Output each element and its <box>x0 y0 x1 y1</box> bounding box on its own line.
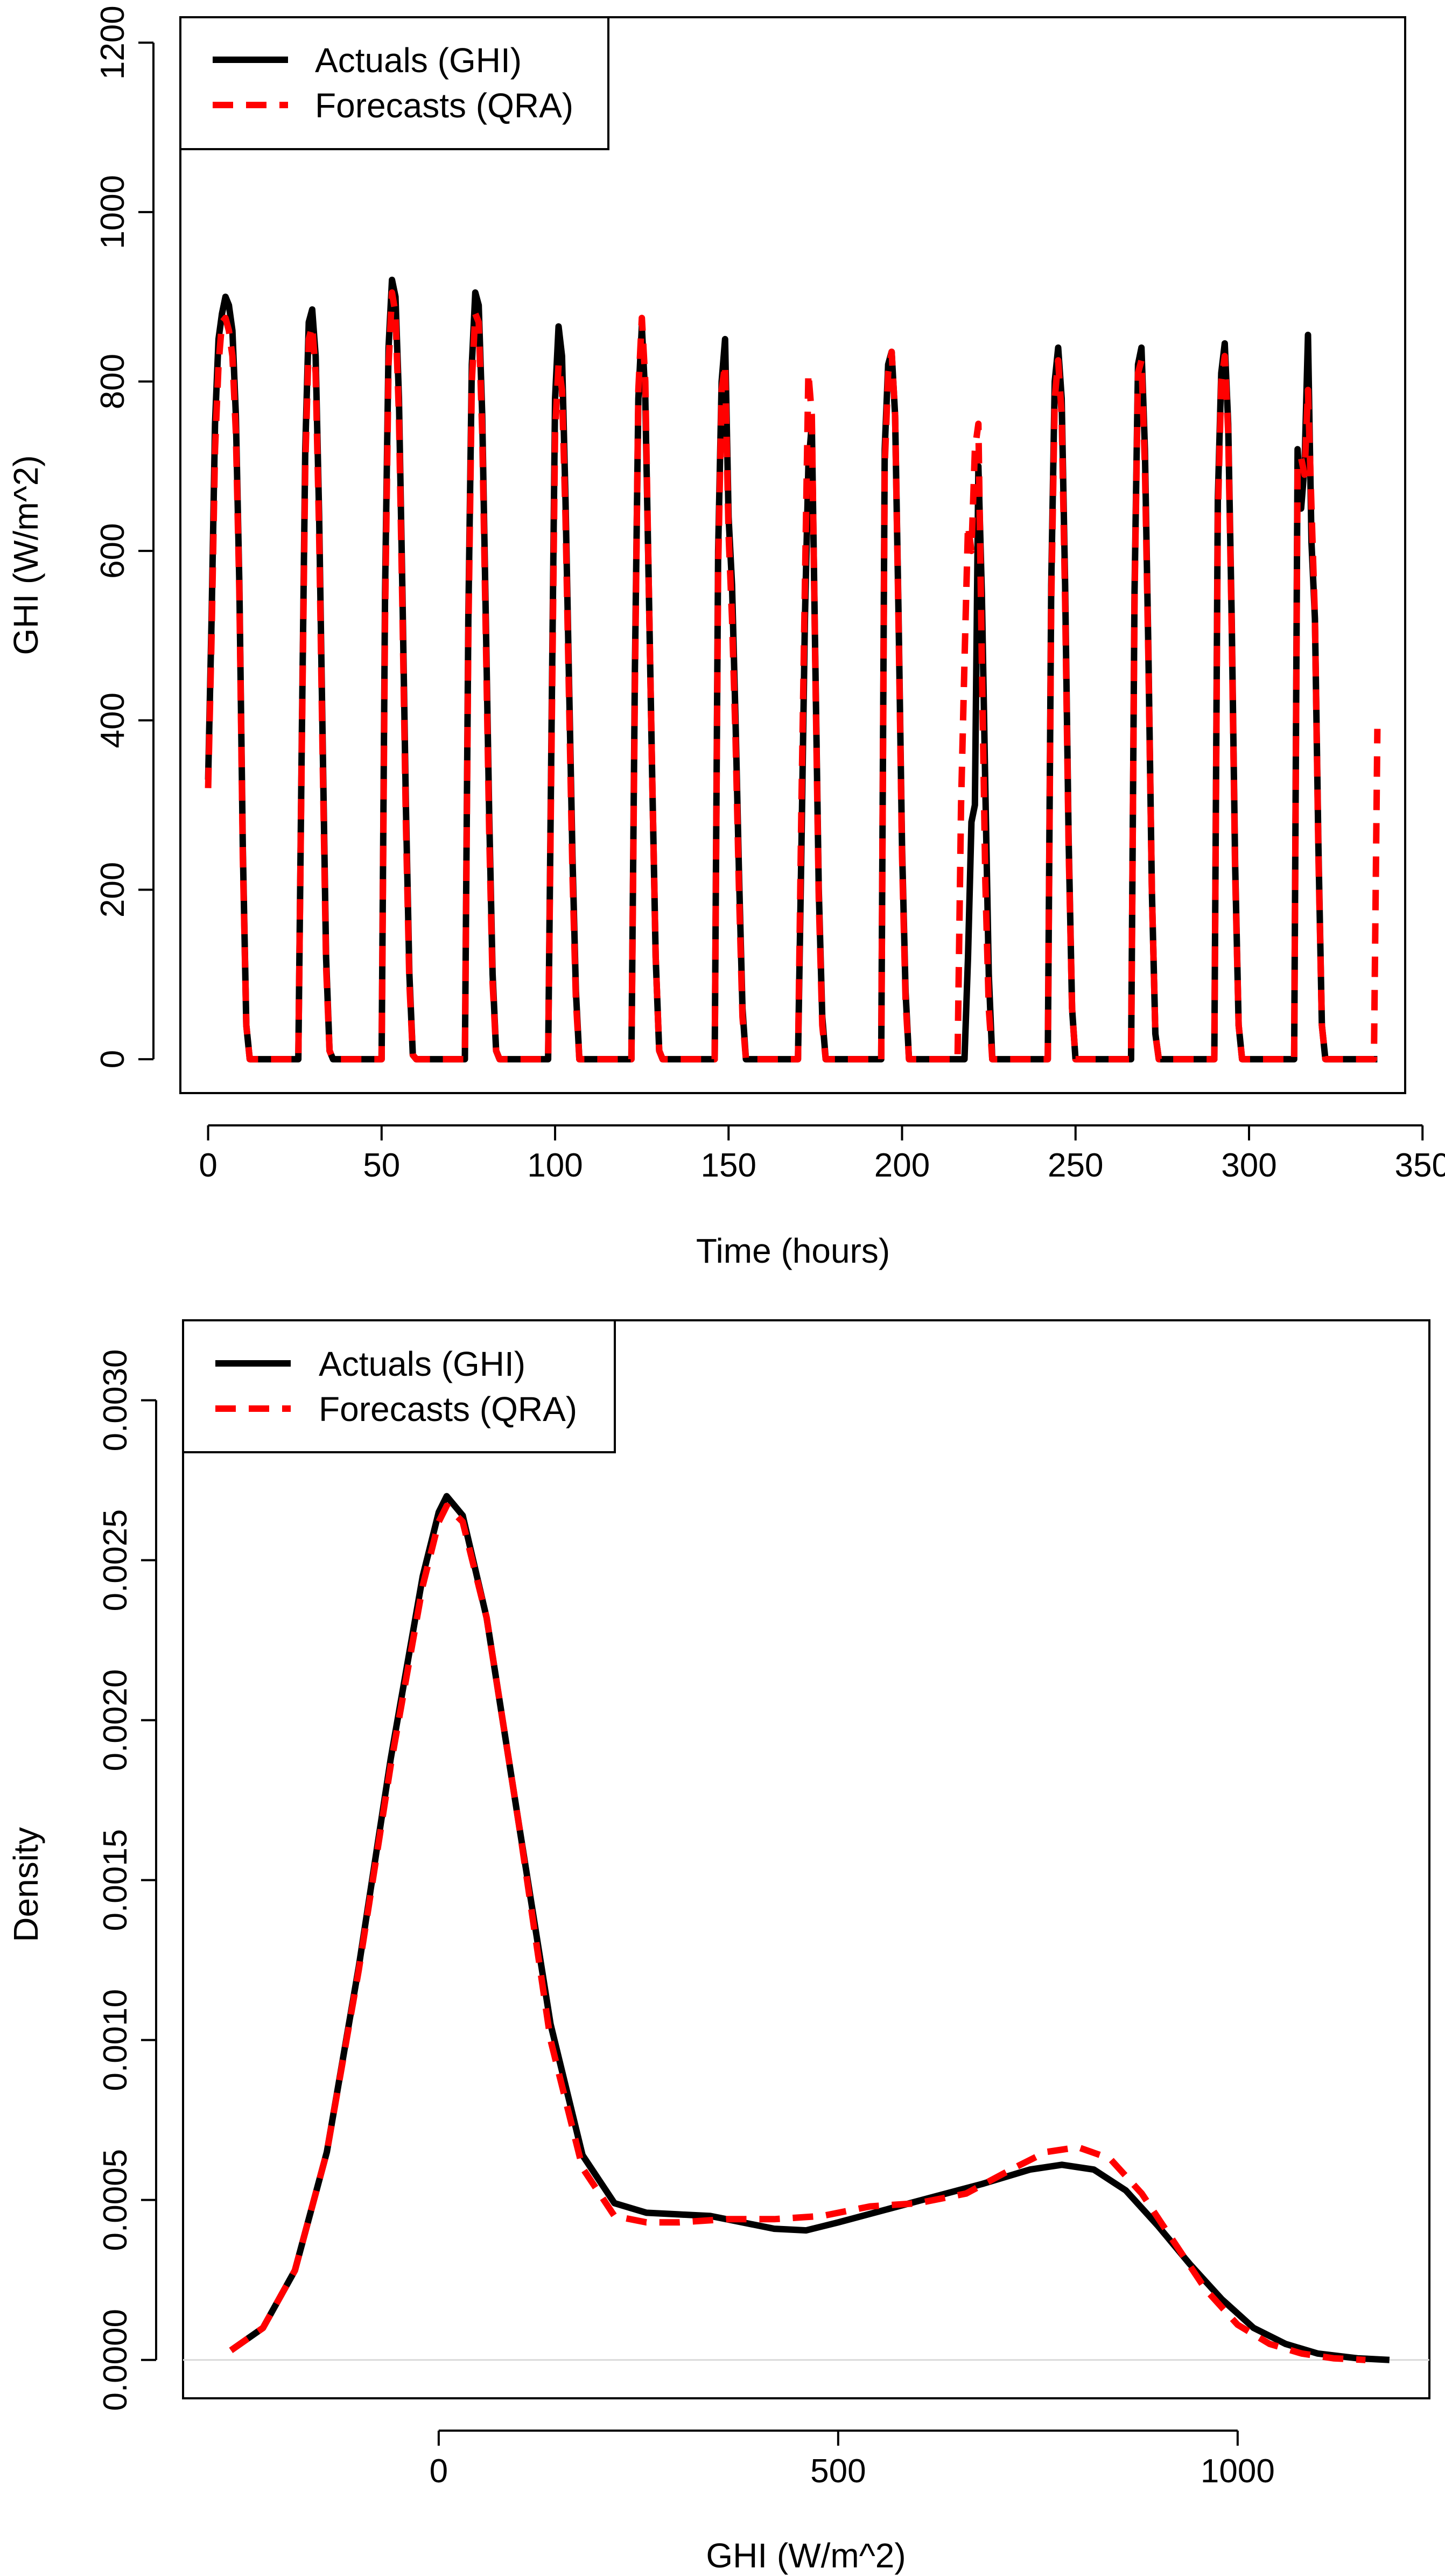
timeseries-y-axis-title: GHI (W/m^2) <box>6 455 45 655</box>
density-x-tick-label: 500 <box>810 2453 866 2490</box>
density-y-axis-title: Density <box>6 1827 45 1942</box>
timeseries-forecasts-line <box>205 289 1381 1063</box>
timeseries-x-tick-label: 200 <box>874 1147 930 1184</box>
timeseries-legend-box <box>179 16 609 150</box>
timeseries-plot-frame <box>179 16 1406 1094</box>
density-y-tick-label: 0.0020 <box>97 1669 134 1772</box>
timeseries-x-axis-title: Time (hours) <box>696 1231 890 1270</box>
density-y-tick-label: 0.0005 <box>97 2149 134 2251</box>
density-legend-forecast-label: Forecasts (QRA) <box>319 1390 577 1429</box>
timeseries-y-tick-label: 600 <box>94 523 131 578</box>
timeseries-legend: Actuals (GHI) Forecasts (QRA) <box>179 16 609 150</box>
density-legend-actual-label: Actuals (GHI) <box>319 1345 525 1383</box>
density-legend-box <box>182 1319 616 1453</box>
density-forecasts-line <box>229 1502 1366 2363</box>
timeseries-panel: 0 50 100 150 200 250 300 350 0 200 400 600 800 1000 1… <box>6 5 1445 1270</box>
density-x-tick-label: 1000 <box>1201 2453 1275 2490</box>
density-y-axis: 0.0000 0.0005 0.0010 0.0015 0.0020 0.0025 0.00… <box>97 1349 157 2411</box>
density-plot-frame <box>182 1319 1430 2399</box>
timeseries-y-tick-label: 800 <box>94 354 131 409</box>
timeseries-x-tick-label: 250 <box>1048 1147 1103 1184</box>
density-x-tick-label: 0 <box>430 2453 448 2490</box>
timeseries-x-tick-label: 150 <box>701 1147 756 1184</box>
timeseries-y-tick-label: 200 <box>94 862 131 918</box>
timeseries-x-tick-label: 100 <box>527 1147 583 1184</box>
timeseries-x-tick-label: 300 <box>1221 1147 1276 1184</box>
density-legend: Actuals (GHI) Forecasts (QRA) <box>182 1319 616 1453</box>
density-y-tick-label: 0.0010 <box>97 1989 134 2091</box>
timeseries-y-axis: 0 200 400 600 800 1000 1200 <box>94 5 155 1068</box>
timeseries-y-tick-label: 0 <box>94 1050 131 1068</box>
timeseries-y-tick-label: 1200 <box>94 5 131 80</box>
timeseries-x-tick-label: 0 <box>199 1147 217 1184</box>
timeseries-x-tick-label: 50 <box>363 1147 400 1184</box>
density-series <box>229 1493 1390 2363</box>
timeseries-legend-actual-label: Actuals (GHI) <box>315 41 522 80</box>
timeseries-y-tick-label: 1000 <box>94 175 131 249</box>
timeseries-legend-forecast-label: Forecasts (QRA) <box>315 86 573 125</box>
timeseries-series <box>205 276 1381 1063</box>
timeseries-actuals-line <box>205 276 1378 1063</box>
density-y-tick-label: 0.0030 <box>97 1349 134 1452</box>
density-panel: 0 500 1000 0.00000.00050.00100.00150.00200… <box>6 1319 1430 2575</box>
density-y-tick-label: 0.0000 <box>97 2309 134 2411</box>
density-x-axis: 0 500 1000 <box>430 2430 1275 2490</box>
density-x-axis-title: GHI (W/m^2) <box>706 2536 906 2575</box>
density-actuals-line <box>229 1493 1390 2363</box>
density-y-tick-label: 0.0015 <box>97 1829 134 1931</box>
timeseries-y-tick-label: 400 <box>94 692 131 748</box>
density-y-tick-label: 0.0025 <box>97 1509 134 1612</box>
timeseries-x-axis: 0 50 100 150 200 250 300 350 <box>199 1124 1445 1184</box>
timeseries-x-tick-label: 350 <box>1394 1147 1445 1184</box>
